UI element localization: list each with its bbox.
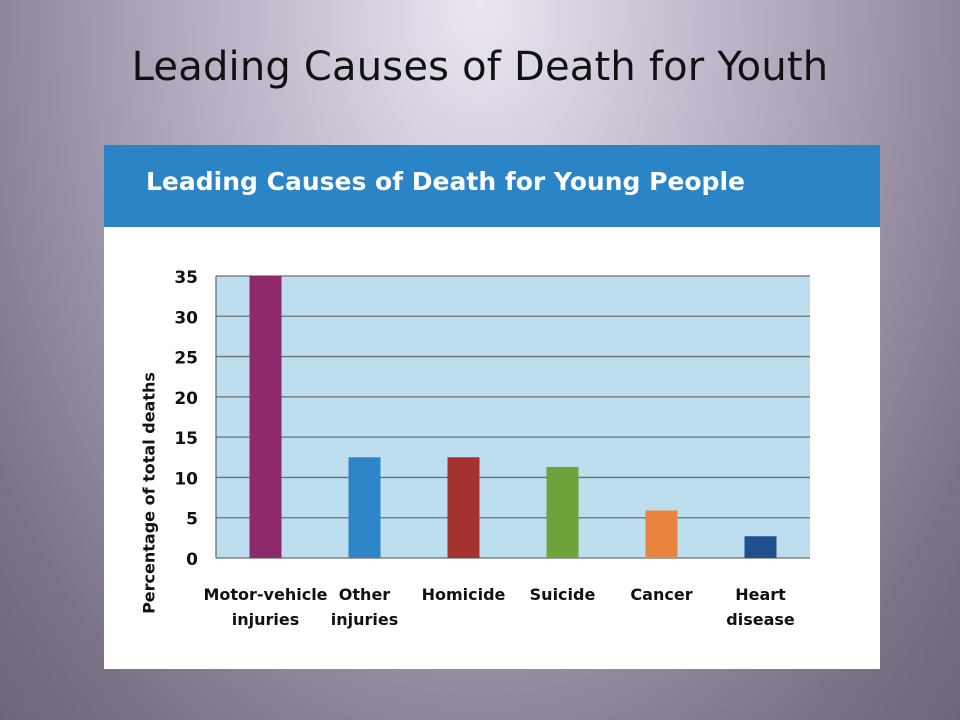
bar: [249, 276, 282, 558]
bar: [348, 457, 381, 558]
x-tick-label: injuries: [331, 610, 399, 629]
x-tick-label: Motor-vehicle: [203, 585, 327, 604]
chart-title: Leading Causes of Death for Young People: [146, 167, 745, 196]
plot-area: [216, 276, 810, 558]
bar: [447, 457, 480, 558]
y-tick-label: 15: [174, 429, 198, 449]
x-tick-label: Heart: [735, 585, 786, 604]
y-tick-label: 5: [186, 510, 198, 530]
y-tick-label: 35: [174, 268, 198, 288]
bar: [546, 466, 579, 558]
y-axis-label: Percentage of total deaths: [139, 372, 159, 614]
x-tick-label: injuries: [232, 610, 300, 629]
y-tick-label: 30: [174, 308, 198, 328]
x-tick-label: Suicide: [530, 585, 596, 604]
chart-header-band: Leading Causes of Death for Young People: [104, 145, 880, 227]
x-tick-label: Cancer: [630, 585, 692, 604]
x-tick-label: Homicide: [422, 585, 506, 604]
chart-panel: Leading Causes of Death for Young People…: [104, 145, 880, 669]
x-tick-label: Other: [339, 585, 390, 604]
y-tick-label: 25: [174, 349, 198, 369]
slide-title: Leading Causes of Death for Youth: [131, 44, 829, 90]
y-tick-label: 0: [186, 550, 198, 570]
x-tick-label: disease: [726, 610, 795, 629]
bar: [645, 510, 678, 558]
y-tick-label: 20: [174, 389, 198, 409]
bar-chart: 05101520253035Motor-vehicleinjuriesOther…: [174, 268, 810, 629]
bar: [744, 536, 777, 558]
y-tick-label: 10: [174, 469, 198, 489]
